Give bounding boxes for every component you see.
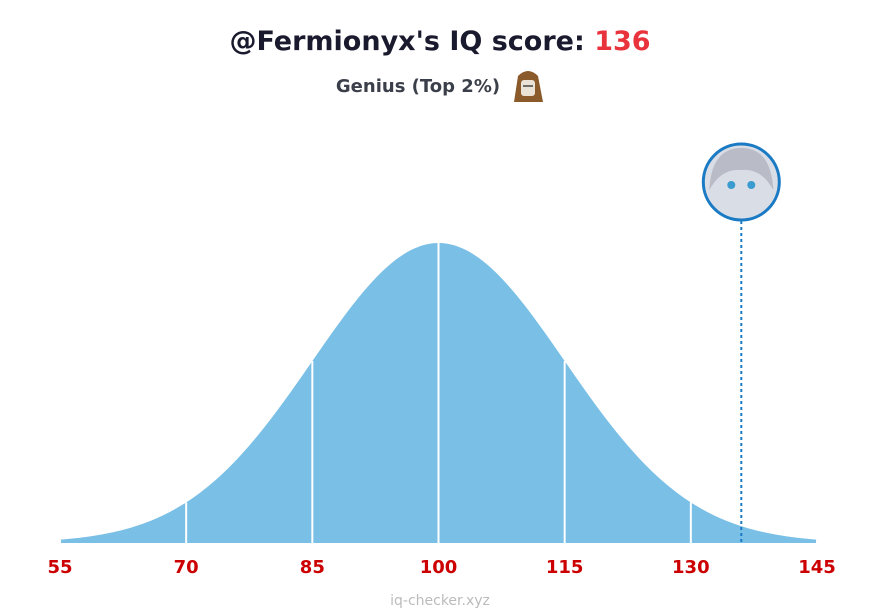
score-value: 136 [594,26,650,57]
footer: iq-checker.xyz [390,593,490,609]
title-text: @Fermionyx's IQ score: [229,26,584,57]
avatar-eye [727,181,736,189]
x-tick-label: 100 [420,557,458,578]
x-tick-label: 115 [546,557,584,578]
subtitle: Genius (Top 2%) [336,76,500,97]
subtitle-icon [514,71,543,102]
x-tick-label: 145 [798,557,836,578]
x-tick-label: 130 [672,557,710,578]
chart-title: @Fermionyx's IQ score: 136 [229,26,650,57]
avatar-hair [709,148,774,190]
x-tick-label: 85 [300,557,325,578]
x-tick-label: 55 [47,557,72,578]
avatar-eye [747,181,756,189]
x-tick-label: 70 [174,557,199,578]
